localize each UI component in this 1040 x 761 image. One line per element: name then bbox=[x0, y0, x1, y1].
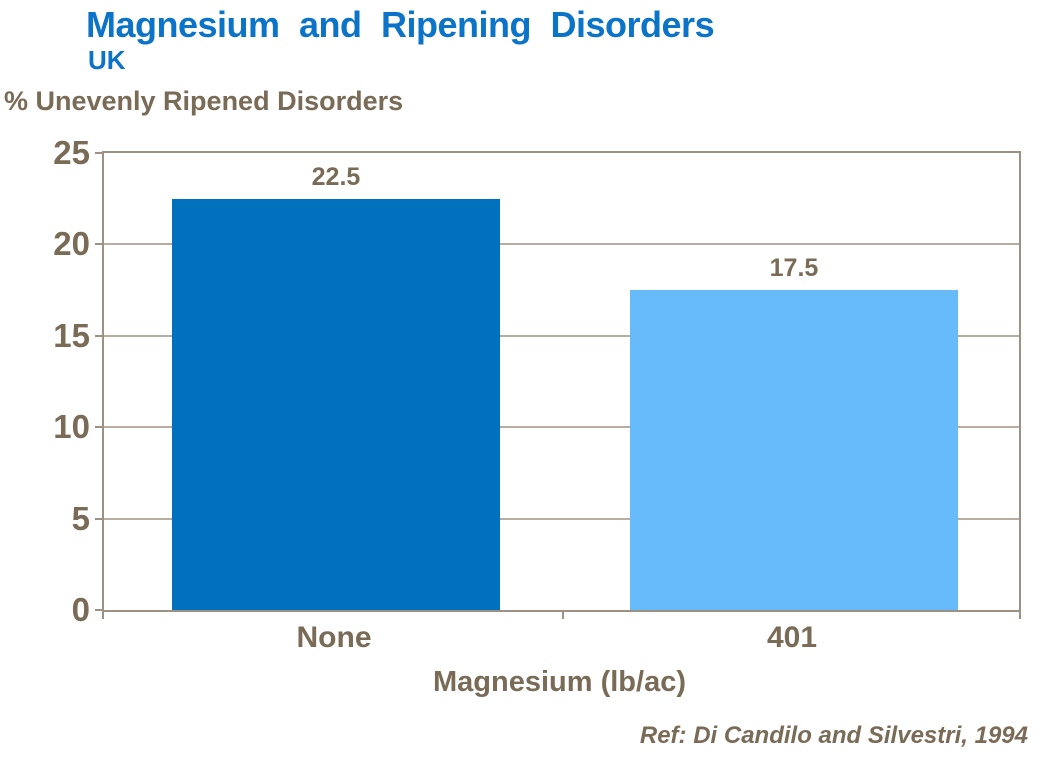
bar-401 bbox=[630, 290, 958, 610]
y-tick-label: 15 bbox=[53, 316, 90, 354]
plot-area: 25 20 15 10 5 0 22.5 17.5 bbox=[53, 136, 1021, 627]
y-tick-label: 25 bbox=[53, 134, 90, 171]
gridline-15 bbox=[104, 334, 1019, 337]
y-tick-label: 10 bbox=[53, 408, 90, 446]
y-tick-mark-10 bbox=[95, 426, 104, 429]
y-tick-mark-20 bbox=[95, 243, 104, 246]
gridline-10 bbox=[104, 426, 1019, 429]
x-tick-mark-right bbox=[1019, 610, 1021, 619]
y-tick-mark-15 bbox=[95, 334, 104, 337]
y-tick-label: 0 bbox=[71, 591, 90, 628]
reference-note: Ref: Di Candilo and Silvestri, 1994 bbox=[639, 722, 1028, 749]
chart-title: Magnesium and Ripening Disorders bbox=[86, 4, 715, 45]
bar-value-label: 17.5 bbox=[769, 254, 819, 283]
bar-none bbox=[172, 198, 500, 610]
y-axis-caption: % Unevenly Ripened Disorders bbox=[4, 86, 404, 116]
x-tick-mark-left bbox=[102, 610, 104, 619]
category-label-none: None bbox=[296, 621, 372, 654]
y-tick-label: 5 bbox=[71, 499, 90, 537]
y-tick-mark-25 bbox=[95, 152, 104, 154]
y-tick-mark-5 bbox=[95, 517, 104, 520]
gridline-20 bbox=[104, 243, 1019, 246]
y-tick-label: 20 bbox=[53, 225, 90, 263]
y-tick-mark-0 bbox=[95, 609, 104, 611]
category-label-401: 401 bbox=[766, 621, 818, 654]
x-axis-title: Magnesium (lb/ac) bbox=[433, 666, 686, 698]
x-tick-mark-middle bbox=[562, 610, 564, 619]
chart-subtitle: UK bbox=[88, 45, 126, 75]
bar-value-label: 22.5 bbox=[311, 162, 361, 191]
gridline-5 bbox=[104, 517, 1019, 520]
